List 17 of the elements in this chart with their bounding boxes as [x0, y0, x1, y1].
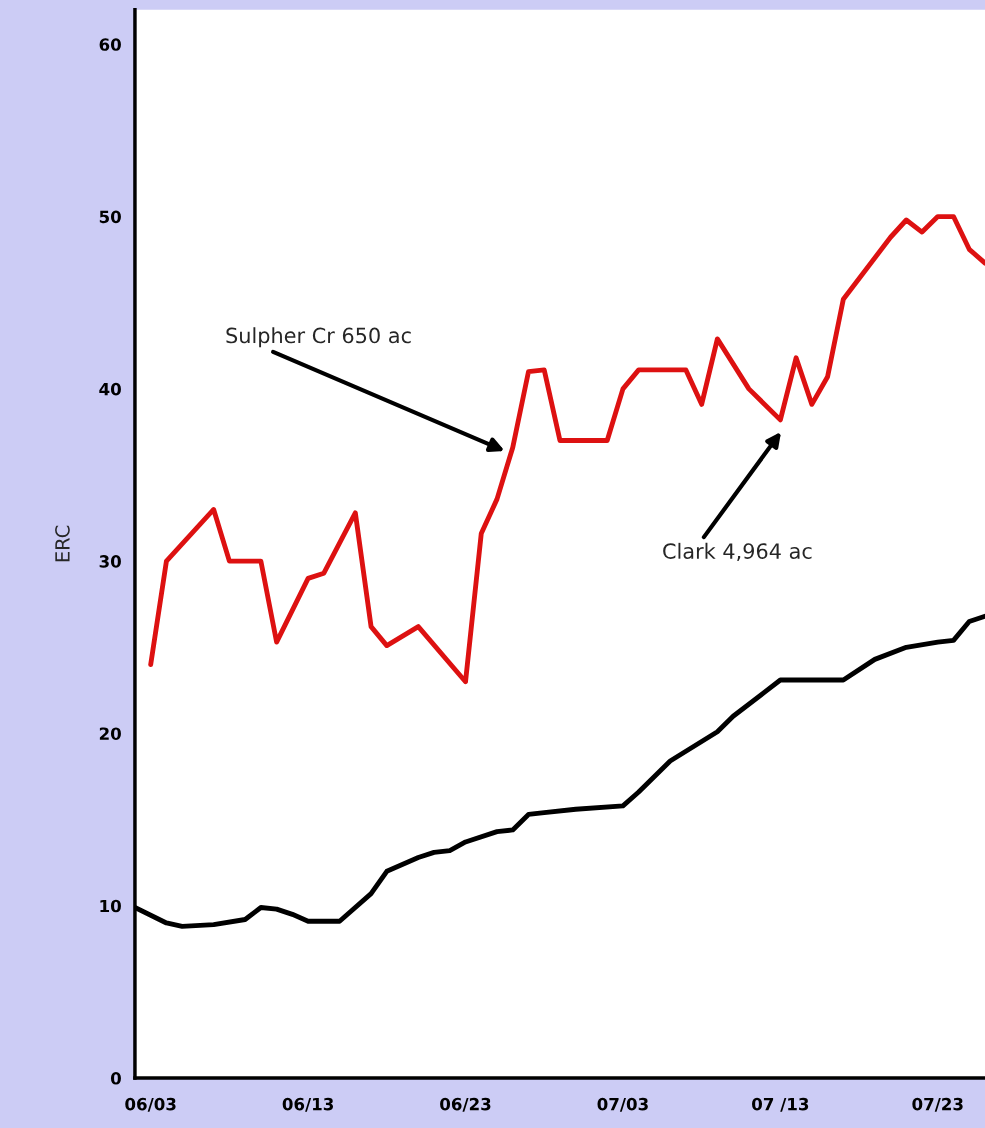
y-tick-label: 0 [110, 1071, 121, 1085]
x-tick-label: 07/23 [912, 1097, 963, 1112]
y-tick-label: 20 [99, 727, 121, 741]
x-tick-label: 06/13 [282, 1097, 334, 1112]
y-tick-label: 50 [99, 210, 121, 224]
x-tick-label: 07 /13 [752, 1097, 809, 1112]
line-series [148, 214, 985, 685]
x-tick-label: 07/03 [597, 1097, 648, 1112]
x-tick-label: 06/03 [125, 1097, 176, 1112]
y-axis-title: ERC [55, 525, 70, 562]
y-tick-label: 10 [100, 899, 121, 913]
annotation: Sulpher Cr 650 ac [226, 327, 411, 348]
y-tick-label: 60 [99, 38, 121, 51]
annotation: Clark 4,964 ac [663, 542, 812, 562]
x-tick-label: 06/23 [440, 1097, 491, 1112]
y-tick-label: 30 [99, 555, 121, 568]
y-tick-label: 40 [99, 382, 121, 396]
